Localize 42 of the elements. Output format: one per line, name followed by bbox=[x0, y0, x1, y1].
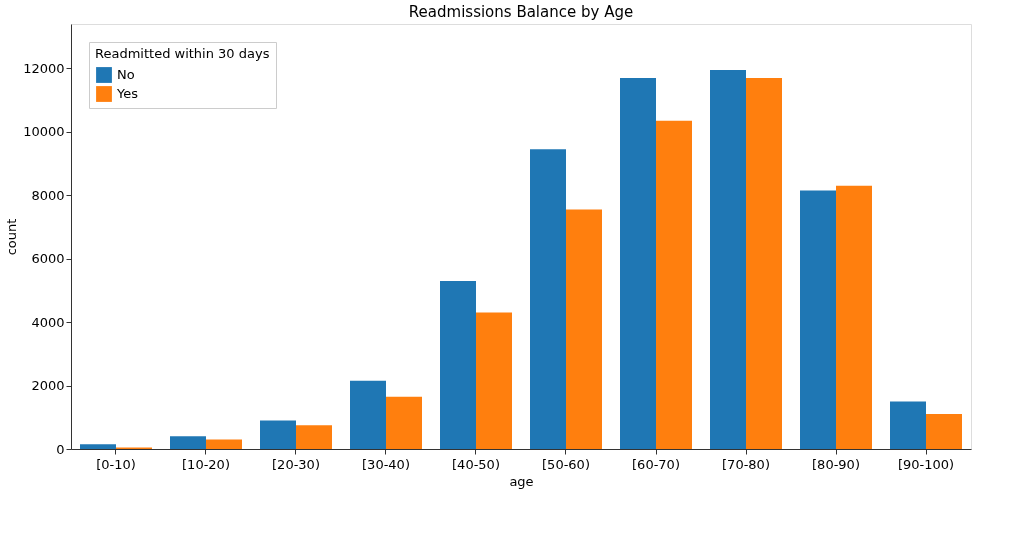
bar bbox=[890, 401, 926, 449]
chart-title: Readmissions Balance by Age bbox=[408, 3, 634, 21]
x-axis-title: age bbox=[509, 473, 534, 489]
y-tick-label: 2000 bbox=[31, 378, 65, 394]
bar bbox=[530, 149, 566, 449]
bar bbox=[710, 69, 746, 449]
x-tick-label: [60-70) bbox=[632, 456, 680, 472]
bar bbox=[836, 185, 872, 449]
bar bbox=[440, 280, 476, 449]
y-tick-label: 4000 bbox=[31, 314, 65, 330]
bar bbox=[260, 420, 296, 449]
bar bbox=[620, 77, 656, 449]
x-tick-label: [80-90) bbox=[812, 456, 860, 472]
x-tick-label: [20-30) bbox=[272, 456, 320, 472]
y-tick-label: 0 bbox=[56, 441, 65, 457]
y-tick-label: 10000 bbox=[23, 124, 65, 140]
bar bbox=[566, 209, 602, 449]
bar bbox=[386, 396, 422, 449]
x-tick-label: [40-50) bbox=[452, 456, 500, 472]
bar bbox=[206, 439, 242, 449]
x-tick-label: [50-60) bbox=[542, 456, 590, 472]
bar bbox=[296, 425, 332, 449]
bar bbox=[80, 444, 116, 449]
y-tick-label: 8000 bbox=[31, 187, 65, 203]
x-tick-label: [70-80) bbox=[722, 456, 770, 472]
bar bbox=[800, 190, 836, 449]
x-tick-label: [90-100) bbox=[897, 456, 955, 472]
bar bbox=[170, 436, 206, 449]
legend-label: Yes bbox=[116, 86, 139, 101]
x-tick-label: [30-40) bbox=[362, 456, 410, 472]
x-tick-label: [10-20) bbox=[182, 456, 230, 472]
x-tick-label: [0-10) bbox=[96, 456, 136, 472]
bar bbox=[746, 77, 782, 449]
bar bbox=[656, 120, 692, 449]
legend-label: No bbox=[117, 67, 135, 82]
y-tick-label: 12000 bbox=[23, 60, 65, 76]
bar bbox=[476, 312, 512, 449]
bar bbox=[926, 414, 962, 449]
y-tick-label: 6000 bbox=[31, 251, 65, 267]
legend-title: Readmitted within 30 days bbox=[95, 46, 270, 61]
y-axis-title: count bbox=[4, 218, 20, 256]
bar bbox=[350, 380, 386, 449]
